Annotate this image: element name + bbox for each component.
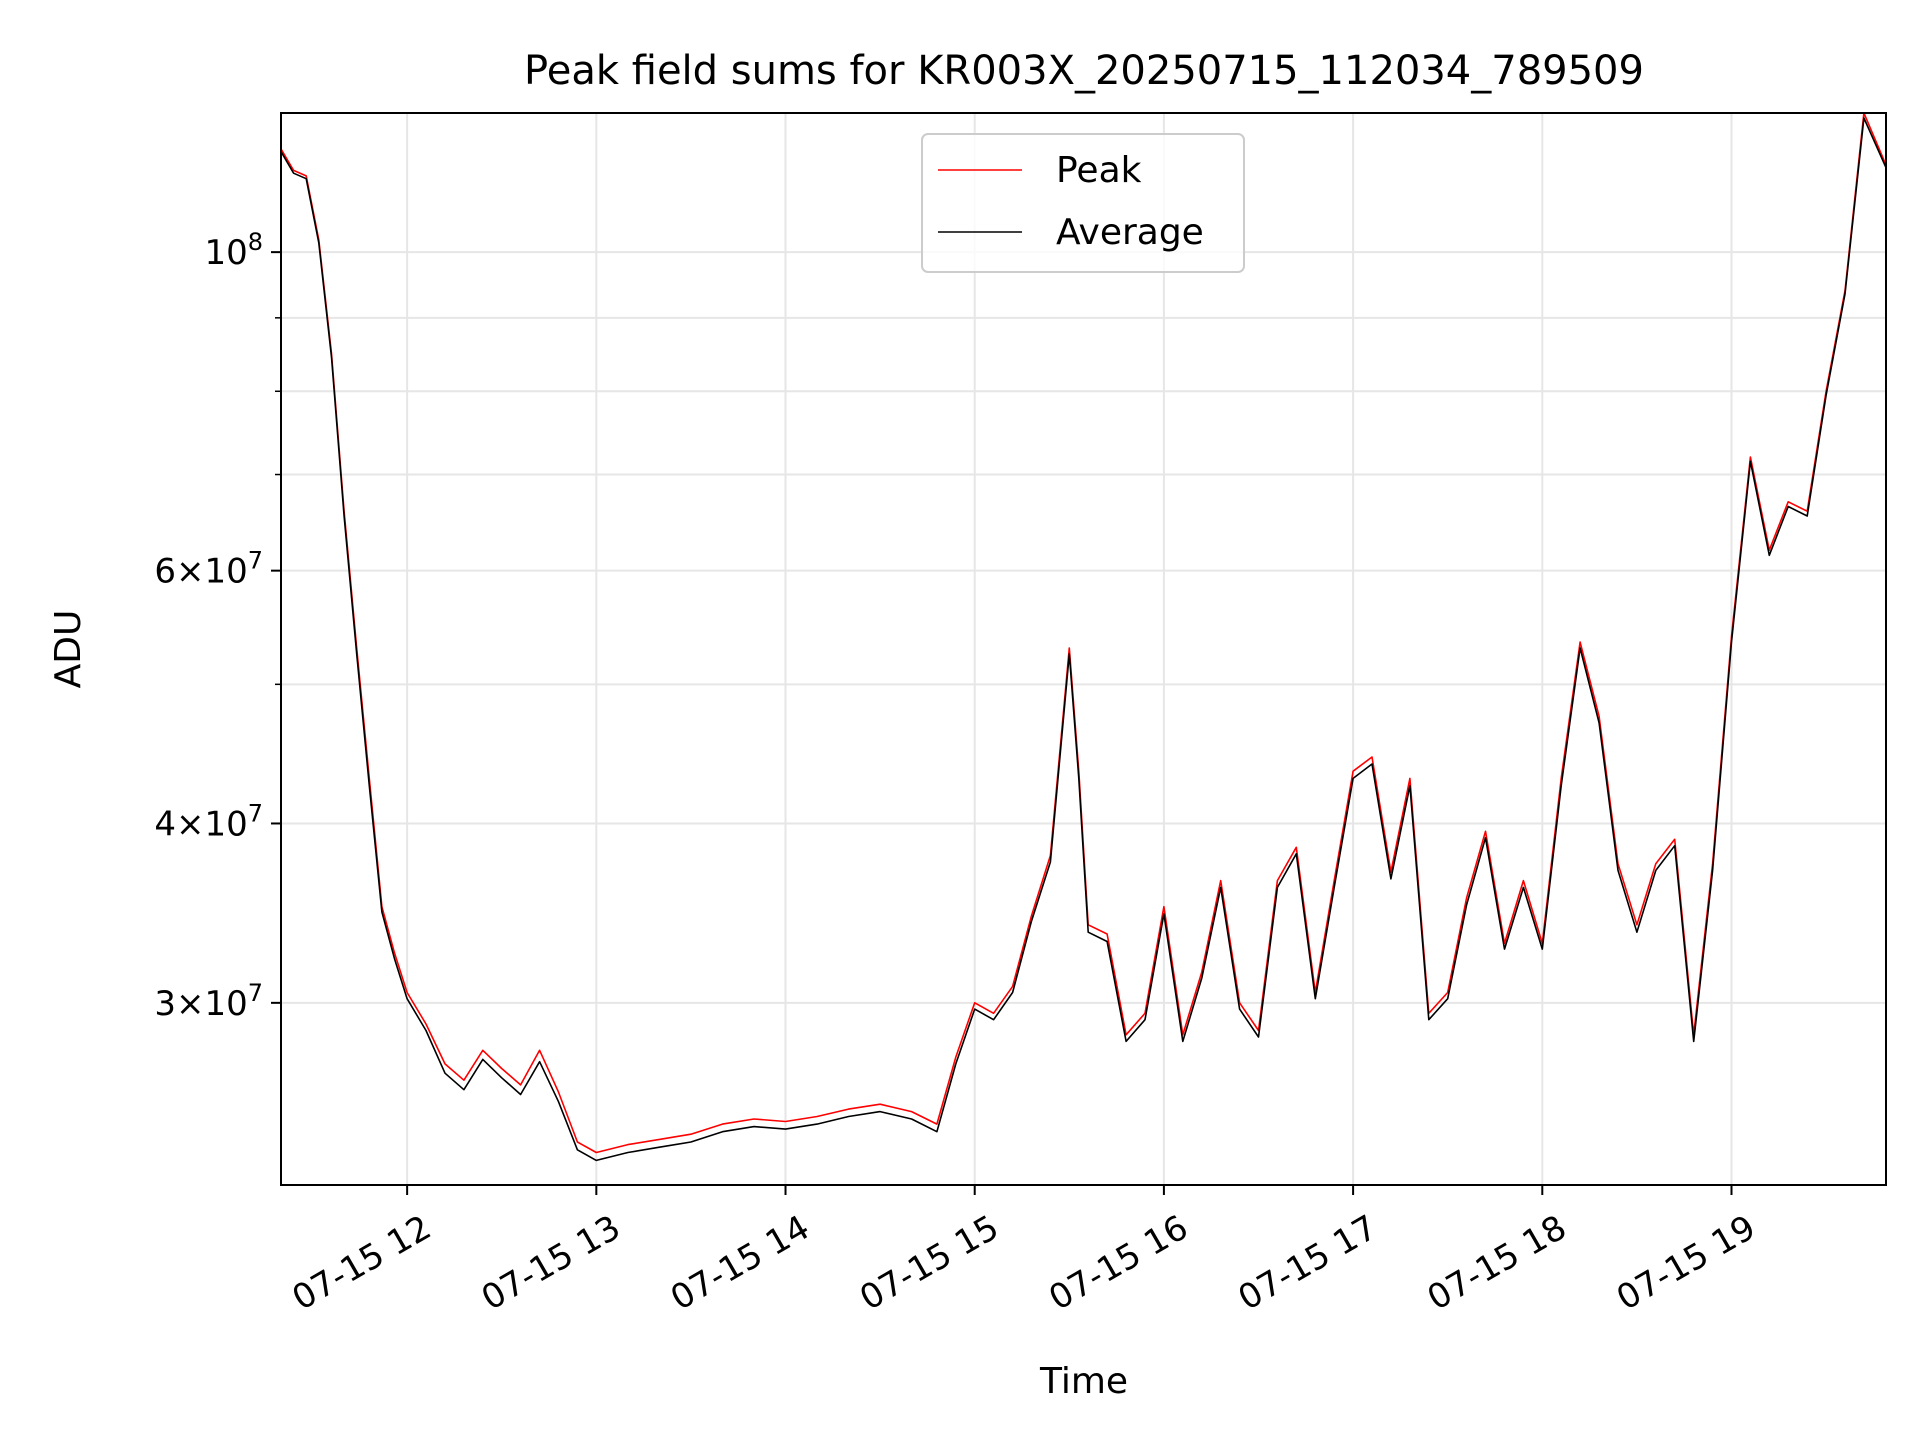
plot-area-frame [280,112,1887,1186]
y-tick-label: 6×107 [154,547,263,592]
legend-frame [921,133,1245,273]
x-axis-label: Time [1039,1361,1128,1402]
legend-label-average: Average [1056,212,1204,253]
y-tick-label: 4×107 [154,799,263,844]
series-line-peak [280,112,1887,1154]
y-tick-label: 3×107 [154,979,263,1024]
y-axis: 3×107 4×107 6×107 108 [154,228,281,1024]
legend: Peak Average [921,133,1245,273]
grid [281,113,1886,1185]
y-tick-label: 108 [204,228,263,273]
y-axis-label: ADU [48,610,89,689]
series-line-average [280,117,1887,1162]
series-layer [280,112,1887,1162]
chart-title: Peak field sums for KR003X_20250715_1120… [524,48,1644,94]
legend-label-peak: Peak [1056,150,1142,191]
